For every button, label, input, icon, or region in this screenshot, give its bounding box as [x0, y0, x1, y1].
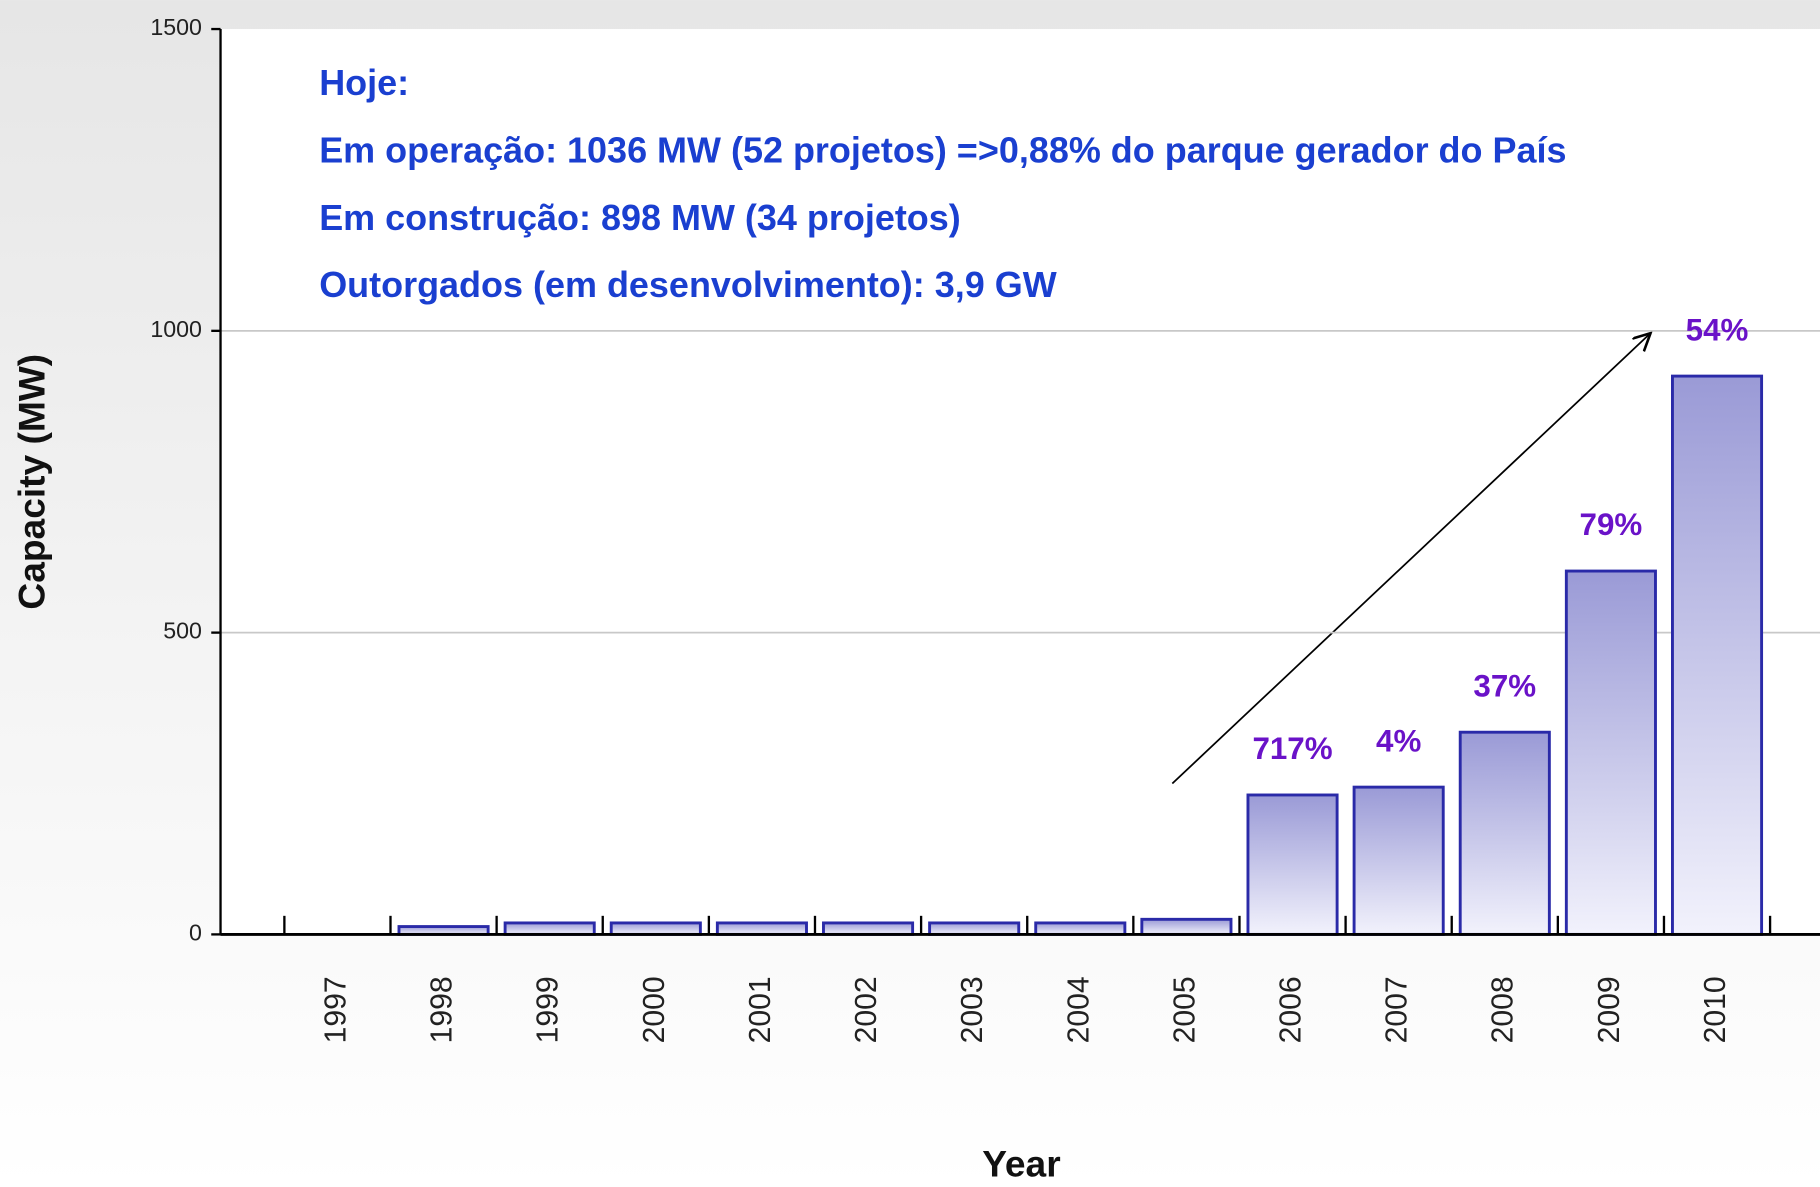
x-tick-label: 1999 — [532, 976, 565, 1043]
y-axis-title: Capacity (MW) — [11, 354, 53, 610]
x-axis-title: Year — [982, 1142, 1060, 1184]
bar — [1246, 793, 1339, 936]
y-tick-label: 1500 — [150, 14, 202, 40]
growth-label: 79% — [1580, 507, 1643, 542]
annotation: Em construção: 898 MW (34 projetos) — [319, 197, 961, 238]
growth-label: 37% — [1473, 668, 1536, 703]
bar — [609, 921, 702, 936]
growth-label: 4% — [1376, 723, 1421, 758]
x-tick-label: 2005 — [1168, 976, 1201, 1043]
x-tick-label: 1997 — [319, 976, 352, 1043]
y-tick-label: 500 — [163, 618, 202, 644]
x-tick-label: 2009 — [1593, 976, 1626, 1043]
y-tick-label: 1000 — [150, 316, 202, 342]
bar — [822, 921, 915, 936]
bar — [928, 921, 1021, 936]
x-tick-label: 2008 — [1487, 976, 1520, 1043]
x-tick-label: 2003 — [956, 976, 989, 1043]
bar — [1034, 921, 1127, 936]
annotation: Outorgados (em desenvolvimento): 3,9 GW — [319, 264, 1057, 305]
bar — [1140, 917, 1233, 936]
bar — [1564, 569, 1657, 936]
bar — [1352, 785, 1445, 936]
y-tick-label: 0 — [189, 920, 202, 946]
plot-area — [220, 29, 1820, 935]
x-tick-label: 1998 — [426, 976, 459, 1043]
x-tick-label: 2007 — [1381, 976, 1414, 1043]
bar — [715, 921, 808, 936]
annotation: Hoje: — [319, 62, 409, 103]
x-tick-label: 2000 — [638, 976, 671, 1043]
trend-arrow — [1171, 333, 1650, 785]
annotation: Em operação: 1036 MW (52 projetos) =>0,8… — [319, 130, 1566, 171]
x-tick-label: 2006 — [1275, 976, 1308, 1043]
bar — [1671, 374, 1764, 936]
x-tick-label: 2004 — [1062, 976, 1095, 1043]
growth-label: 717% — [1252, 731, 1332, 766]
x-tick-label: 2002 — [850, 976, 883, 1043]
bar — [503, 921, 596, 936]
x-tick-label: 2010 — [1699, 976, 1732, 1043]
x-tick-label: 2001 — [744, 976, 777, 1043]
bar — [1458, 730, 1551, 936]
growth-label: 54% — [1686, 312, 1749, 347]
